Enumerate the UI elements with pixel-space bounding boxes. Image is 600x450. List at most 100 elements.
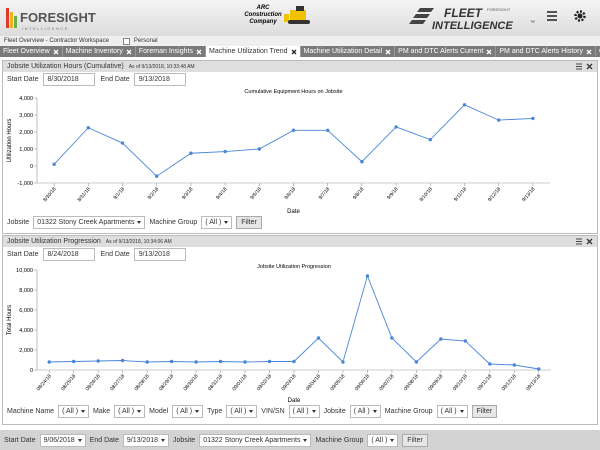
brand: FLEET — [444, 6, 484, 20]
filter-label: Start Date — [4, 436, 36, 444]
filter-dropdown[interactable]: ( All ) — [288, 405, 320, 418]
x-tick-label: 08/28/18 — [134, 373, 151, 392]
y-tick-label: 2,000 — [19, 348, 33, 354]
settings-icon[interactable] — [574, 10, 586, 22]
close-icon[interactable] — [196, 49, 202, 55]
company: Construction — [244, 12, 282, 18]
tab[interactable]: Machine Utilization Detail — [301, 46, 396, 57]
end-label: End Date — [100, 76, 130, 83]
tab[interactable]: PM and DTC Alerts History — [496, 46, 597, 57]
x-tick-label: 9/6/18 — [283, 186, 297, 201]
close-icon[interactable] — [126, 49, 132, 55]
y-tick-label: 4,000 — [19, 96, 33, 102]
x-tick-label: 9/10/18 — [419, 186, 434, 203]
tab[interactable]: PM and DTC Alerts Current — [395, 46, 497, 57]
close-icon[interactable] — [53, 49, 59, 55]
panel-title: Jobsite Utilization Progression — [7, 238, 101, 245]
tab[interactable]: Machine Utilization Trend — [205, 46, 301, 57]
x-tick-label: 08/26/18 — [85, 373, 102, 392]
data-point — [72, 359, 76, 364]
filter-label: Machine Name — [7, 408, 55, 415]
filter-dropdown[interactable]: ( All ) — [201, 216, 233, 229]
close-icon[interactable] — [586, 49, 592, 55]
close-glyph — [53, 49, 59, 54]
x-tick-label: 09/02/18 — [256, 373, 273, 392]
data-point — [243, 360, 247, 364]
as-of: As of 9/13/2018, 10:33:48 AM — [128, 64, 195, 70]
x-axis-label: Date — [288, 398, 301, 404]
close-icon[interactable] — [486, 49, 492, 55]
logo: FORESIGHT — [20, 10, 96, 25]
start-date[interactable]: 8/24/2018 — [42, 248, 95, 261]
close-glyph[interactable] — [586, 63, 593, 70]
x-tick-label: 9/5/18 — [249, 186, 263, 201]
x-tick-label: 9/7/18 — [318, 186, 332, 201]
personal-checkbox[interactable] — [122, 37, 130, 45]
end-date[interactable]: 9/13/2018 — [133, 73, 186, 86]
filter-dropdown[interactable]: ( All ) — [349, 405, 381, 418]
x-tick-label: 9/9/18 — [386, 186, 400, 201]
filter-dropdown[interactable]: ( All ) — [172, 405, 204, 418]
start-date[interactable]: 8/30/2018 — [42, 73, 95, 86]
x-tick-label: 09/05/18 — [329, 373, 346, 392]
data-point — [47, 360, 51, 364]
filter-button[interactable]: Filter — [236, 216, 262, 229]
workspace-bar: Fleet Overview - Contractor Workspace Pe… — [0, 36, 600, 46]
x-tick-label: 9/11/18 — [453, 186, 468, 203]
close-glyph — [586, 49, 592, 54]
data-point — [169, 359, 174, 364]
filter-label: End Date — [89, 436, 119, 444]
data-point — [316, 336, 321, 340]
filter-dropdown[interactable]: ( All ) — [114, 405, 146, 418]
tab[interactable]: Fleet Overview — [0, 46, 63, 57]
tab[interactable]: Geofence and Curfew Alerts — [596, 46, 600, 57]
filter-dropdown[interactable]: ( All ) — [58, 405, 90, 418]
filter-dropdown[interactable]: 9/13/2018 — [122, 433, 170, 447]
menu-icon[interactable] — [547, 11, 557, 21]
tab-label: Machine Utilization Trend — [208, 48, 288, 55]
y-axis-label: Total Hours — [7, 305, 13, 335]
close-icon[interactable] — [291, 49, 297, 55]
filter-label: Machine Group — [149, 219, 198, 226]
filter-label: Make — [93, 408, 111, 415]
end-date[interactable]: 9/13/2018 — [133, 248, 186, 261]
panel: Jobsite Utilization Hours (Cumulative) As… — [2, 60, 598, 234]
x-tick-label: 08/25/18 — [60, 373, 77, 392]
filter-dropdown[interactable]: ( All ) — [436, 405, 468, 418]
data-point — [360, 160, 364, 164]
filter-dropdown[interactable]: 01322 Stony Creek Apartments — [33, 216, 146, 229]
chart: 0 2,000 4,000 6,000 8,000 10,000 08/24/18 08/25… — [7, 264, 551, 404]
company: ARC — [256, 5, 271, 11]
filter-dropdown[interactable]: ( All ) — [226, 405, 258, 418]
data-point — [512, 363, 516, 367]
x-tick-label: 9/3/18 — [181, 186, 195, 201]
close-glyph[interactable] — [586, 238, 593, 245]
brand: INTELLIGENCE — [432, 20, 513, 32]
end-label: End Date — [100, 251, 130, 258]
date-row: Start Date 8/24/2018 End Date 9/13/2018 — [3, 247, 597, 262]
x-tick-label: 9/4/18 — [215, 186, 229, 201]
x-tick-label: 9/2/18 — [147, 186, 161, 201]
chart: -1,000 0 1,000 2,000 3,000 4,000 8/30/18 8/31/1… — [7, 89, 550, 215]
filter-label: Jobsite — [7, 219, 30, 226]
filter-dropdown[interactable]: ( All ) — [367, 433, 399, 447]
close-icon[interactable] — [385, 49, 391, 55]
tab[interactable]: Machine Inventory — [63, 46, 136, 57]
data-point — [428, 137, 432, 142]
y-tick-label: 2,000 — [19, 130, 33, 136]
logo-bar — [10, 12, 13, 28]
filter-button[interactable]: Filter — [402, 433, 428, 447]
x-tick-label: 09/04/18 — [305, 373, 322, 392]
y-axis-label: Utilization Hours — [7, 119, 13, 163]
filter-label: Machine Group — [384, 408, 433, 415]
data-point — [537, 367, 541, 371]
data-point — [394, 125, 398, 129]
filter-dropdown[interactable]: 9/06/2018 — [39, 433, 86, 447]
data-point — [390, 336, 394, 340]
tab-label: Foreman Insights — [138, 48, 193, 55]
tab[interactable]: Foreman Insights — [136, 46, 206, 57]
y-tick-label: 10,000 — [16, 268, 33, 274]
filter-label: Jobsite — [173, 436, 196, 444]
filter-dropdown[interactable]: 01322 Stony Creek Apartments — [199, 433, 312, 447]
filter-button[interactable]: Filter — [471, 405, 498, 418]
